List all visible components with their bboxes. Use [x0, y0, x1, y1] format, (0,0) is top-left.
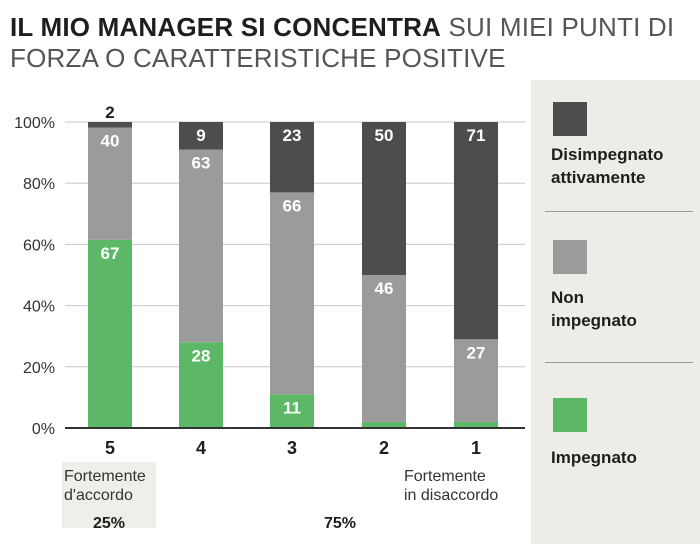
data-label: 27 — [467, 343, 486, 362]
bar-segment — [179, 149, 223, 343]
stacked-bar-chart: 0% 20% 40% 60% 80% 100% 67 40 2 5 28 63 9 4 11 66 23 3 4 46… — [14, 103, 525, 458]
data-label: 63 — [192, 154, 211, 173]
data-label: 28 — [192, 346, 211, 365]
bar-segment — [88, 127, 132, 240]
y-tick-label: 0% — [32, 421, 55, 438]
bar-segment — [88, 239, 132, 428]
y-tick-label: 80% — [23, 176, 55, 193]
y-tick-label: 40% — [23, 299, 55, 316]
footer-right-label: Fortemente in disaccordo — [404, 468, 499, 504]
y-tick-label: 100% — [14, 115, 55, 132]
footer-right-percent: 75% — [323, 515, 357, 532]
data-label: 66 — [283, 196, 302, 215]
footer-left-label: Fortemente d'accordo — [64, 468, 146, 504]
footer-left-percent: 25% — [92, 515, 126, 532]
data-label: 9 — [196, 126, 205, 145]
legend-swatch-disimpegnato — [553, 102, 587, 136]
bar-segment — [179, 342, 223, 428]
data-label: 23 — [283, 126, 302, 145]
data-label: 50 — [375, 126, 394, 145]
data-label: 67 — [101, 244, 120, 263]
bar-segment — [362, 122, 406, 275]
bar-segment — [270, 394, 314, 428]
legend-swatch-impegnato — [553, 398, 587, 432]
data-label: 11 — [283, 398, 301, 417]
y-tick-label: 60% — [23, 237, 55, 254]
data-label: 2 — [105, 103, 114, 122]
y-tick-label: 20% — [23, 360, 55, 377]
data-label: 2 — [471, 426, 480, 445]
footer-left-box — [62, 462, 156, 528]
bar-segment — [454, 339, 498, 422]
title-bold: IL MIO MANAGER SI CONCENTRA — [10, 12, 442, 42]
data-label: 40 — [101, 132, 120, 151]
legend-label-impegnato: Impegnato — [551, 448, 637, 467]
bar-segment — [362, 275, 406, 422]
bar-segment — [270, 192, 314, 395]
bar-segment — [270, 122, 314, 193]
x-tick-label: 2 — [379, 438, 389, 458]
legend-swatch-non-impegnato — [553, 240, 587, 274]
bar-segment — [454, 421, 498, 428]
legend-label-disimpegnato: Disimpegnato attivamente — [551, 145, 664, 187]
title-light: SUI MIEI PUNTI DI FORZA O CARATTERISTICH… — [10, 12, 675, 73]
legend-divider — [545, 211, 693, 212]
data-label: 46 — [375, 279, 394, 298]
legend-label-non-impegnato: Non impegnato — [551, 288, 637, 330]
data-label: 4 — [379, 426, 389, 445]
bar-segment — [179, 122, 223, 150]
x-tick-label: 1 — [471, 438, 481, 458]
legend-divider — [545, 362, 693, 363]
chart-title: IL MIO MANAGER SI CONCENTRA SUI MIEI PUN… — [10, 12, 690, 74]
bar-segment — [454, 122, 498, 340]
x-tick-label: 3 — [287, 438, 297, 458]
legend: Disimpegnato attivamente Non impegnato Imp… — [531, 80, 700, 544]
data-label: 71 — [467, 126, 486, 145]
bar-segment — [362, 421, 406, 428]
bar-segment — [88, 122, 132, 128]
x-tick-label: 5 — [105, 438, 115, 458]
x-tick-label: 4 — [196, 438, 206, 458]
